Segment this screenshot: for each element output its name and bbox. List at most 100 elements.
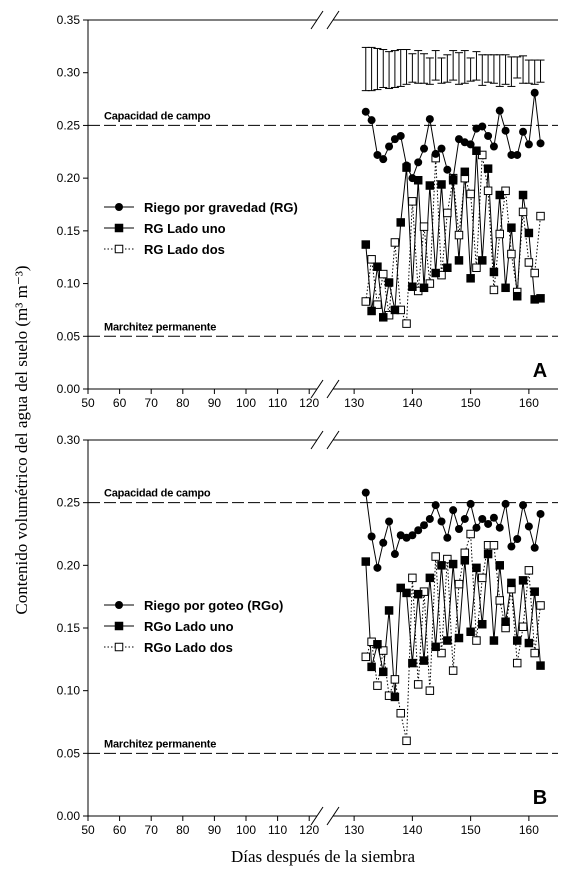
data-point	[472, 636, 481, 645]
data-point	[489, 142, 498, 151]
panel-letter: B	[533, 787, 547, 809]
data-point	[460, 167, 470, 177]
data-point	[425, 115, 434, 124]
axis-break-mark-top	[310, 430, 324, 450]
data-point	[524, 228, 534, 238]
data-point	[420, 144, 429, 153]
data-point	[425, 181, 435, 190]
data-point	[449, 174, 458, 183]
y-tick-label: 0.10	[57, 684, 81, 698]
data-point	[524, 566, 534, 575]
series-line	[365, 92, 542, 180]
data-point	[483, 549, 493, 559]
data-point	[495, 190, 504, 200]
data-point	[367, 255, 376, 264]
data-point	[379, 313, 388, 322]
data-point	[495, 561, 504, 570]
data-point	[448, 666, 458, 675]
legend-entry: RGo Lado dos	[144, 640, 233, 655]
data-point	[530, 648, 539, 658]
data-point	[425, 514, 434, 523]
y-tick-label: 0.00	[57, 809, 81, 823]
data-point	[489, 636, 499, 645]
data-point	[512, 658, 522, 668]
y-tick-label: 0.15	[57, 621, 81, 635]
x-tick-label: 120	[299, 823, 319, 837]
reference-line-label: Marchitez permanente	[104, 321, 216, 333]
data-point	[379, 269, 388, 279]
data-point	[443, 165, 452, 174]
data-point	[396, 708, 405, 718]
data-point	[384, 606, 394, 615]
data-point	[518, 622, 528, 631]
data-point	[472, 563, 481, 573]
data-point	[536, 601, 545, 610]
data-point	[390, 675, 400, 684]
data-point	[419, 656, 429, 665]
data-point	[390, 305, 400, 315]
data-point	[408, 282, 417, 291]
data-point	[489, 513, 498, 522]
data-point	[443, 263, 452, 273]
data-point	[512, 636, 522, 645]
data-point	[367, 662, 376, 672]
data-point	[460, 514, 469, 523]
y-tick-label: 0.25	[57, 496, 81, 510]
data-point	[373, 640, 382, 649]
data-point	[513, 535, 522, 544]
data-point	[483, 164, 493, 173]
axis-break-mark-bottom	[310, 379, 324, 399]
x-tick-label: 50	[81, 396, 95, 410]
data-point	[454, 524, 463, 533]
y-tick-label: 0.25	[57, 118, 81, 132]
data-point	[501, 283, 510, 293]
data-point	[414, 158, 423, 167]
y-axis-label: Contenido volumétrico del agua del suelo…	[12, 265, 31, 614]
data-point	[530, 268, 539, 278]
data-point	[420, 521, 429, 530]
data-point	[495, 106, 504, 115]
data-point	[536, 294, 545, 303]
data-point	[460, 548, 470, 558]
data-point	[478, 619, 487, 629]
data-point	[484, 519, 493, 528]
data-point	[489, 541, 499, 550]
legend-entry: RG Lado dos	[144, 242, 225, 257]
data-point	[384, 278, 394, 287]
data-point	[448, 559, 458, 569]
data-point	[402, 736, 411, 746]
x-tick-label: 160	[519, 396, 539, 410]
panel-a: 0.00 0.05 0.10 0.15 0.20 0.25 0.30 0.35 50 60 70 80…	[57, 10, 558, 410]
data-point	[507, 578, 516, 588]
data-point	[361, 652, 371, 662]
data-point	[396, 218, 405, 227]
x-tick-label: 70	[145, 396, 159, 410]
data-point	[419, 222, 429, 231]
data-point	[478, 256, 487, 265]
y-tick-label: 0.20	[57, 558, 81, 572]
data-point	[379, 538, 388, 547]
data-point	[513, 150, 522, 159]
data-point	[379, 667, 388, 677]
x-tick-label: 110	[268, 396, 287, 410]
data-point	[402, 588, 411, 598]
data-point	[454, 633, 464, 643]
data-point	[519, 127, 528, 136]
data-point	[408, 658, 417, 668]
data-point	[466, 627, 475, 637]
data-point	[373, 300, 382, 309]
data-point	[413, 680, 423, 689]
data-point	[484, 131, 493, 140]
data-point	[396, 583, 405, 593]
data-point	[373, 262, 382, 271]
data-point	[454, 579, 464, 589]
x-tick-label: 130	[344, 823, 364, 837]
data-point	[518, 207, 528, 217]
axis-break-mark-top	[326, 10, 340, 30]
data-point	[489, 285, 499, 295]
data-point	[536, 139, 545, 148]
data-point	[501, 617, 510, 626]
data-point	[466, 529, 475, 539]
x-tick-label: 150	[461, 396, 481, 410]
